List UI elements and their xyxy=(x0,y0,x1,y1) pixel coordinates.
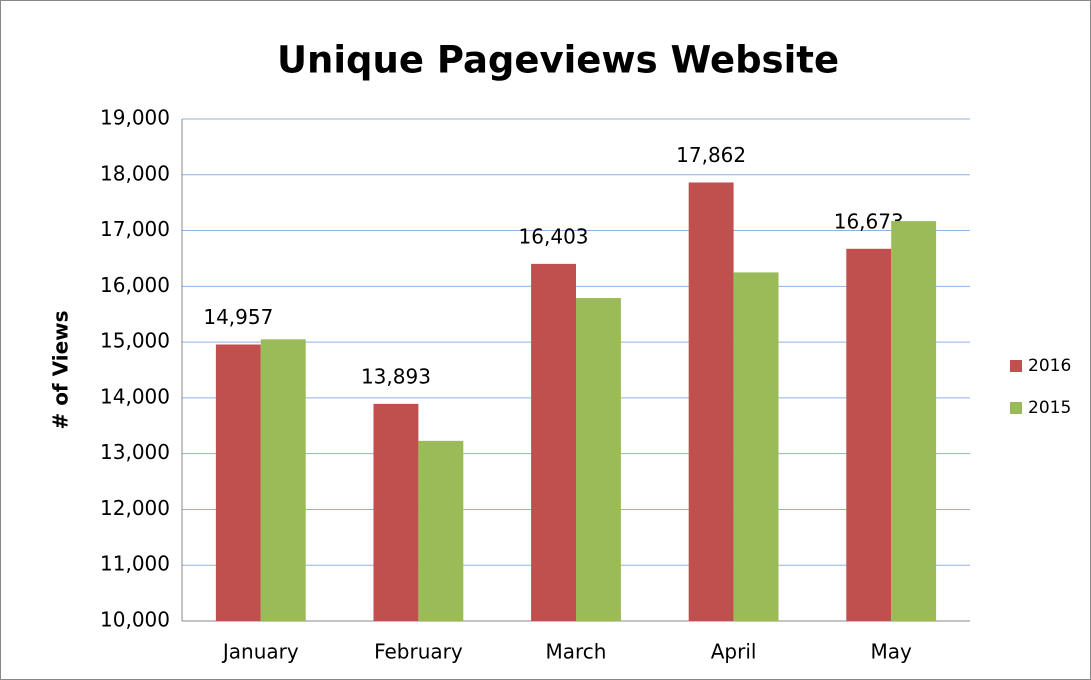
y-tick-label: 15,000 xyxy=(100,329,170,353)
bar xyxy=(576,298,621,621)
x-tick-label: March xyxy=(546,640,607,664)
bar xyxy=(733,272,779,621)
data-label: 13,893 xyxy=(361,364,431,388)
y-axis-label: # of Views xyxy=(49,310,73,429)
legend-label: 2016 xyxy=(1028,356,1071,376)
y-tick-label: 16,000 xyxy=(100,273,170,297)
x-tick-label: May xyxy=(871,640,913,664)
data-label: 17,862 xyxy=(676,143,746,167)
bar xyxy=(215,344,261,621)
data-label: 14,957 xyxy=(203,305,273,329)
bar xyxy=(260,339,306,621)
y-tick-label: 13,000 xyxy=(100,440,170,464)
data-label: 16,403 xyxy=(519,224,589,248)
y-tick-label: 18,000 xyxy=(100,161,170,185)
x-tick-label: January xyxy=(221,640,299,664)
bar xyxy=(688,182,734,622)
y-tick-label: 14,000 xyxy=(100,384,170,408)
bar xyxy=(891,221,937,621)
bar xyxy=(373,403,419,621)
bar xyxy=(418,440,464,621)
legend-swatch xyxy=(1010,402,1022,414)
bar xyxy=(846,248,892,621)
legend-swatch xyxy=(1010,360,1022,372)
chart-title: Unique Pageviews Website xyxy=(277,39,839,82)
y-tick-label: 19,000 xyxy=(100,106,170,130)
legend-label: 2015 xyxy=(1028,398,1071,418)
y-tick-label: 11,000 xyxy=(100,552,170,576)
x-tick-label: February xyxy=(374,640,463,664)
x-tick-label: April xyxy=(711,640,757,664)
y-tick-label: 17,000 xyxy=(100,217,170,241)
y-tick-label: 12,000 xyxy=(100,496,170,520)
bar xyxy=(531,263,576,621)
y-tick-label: 10,000 xyxy=(100,608,170,632)
